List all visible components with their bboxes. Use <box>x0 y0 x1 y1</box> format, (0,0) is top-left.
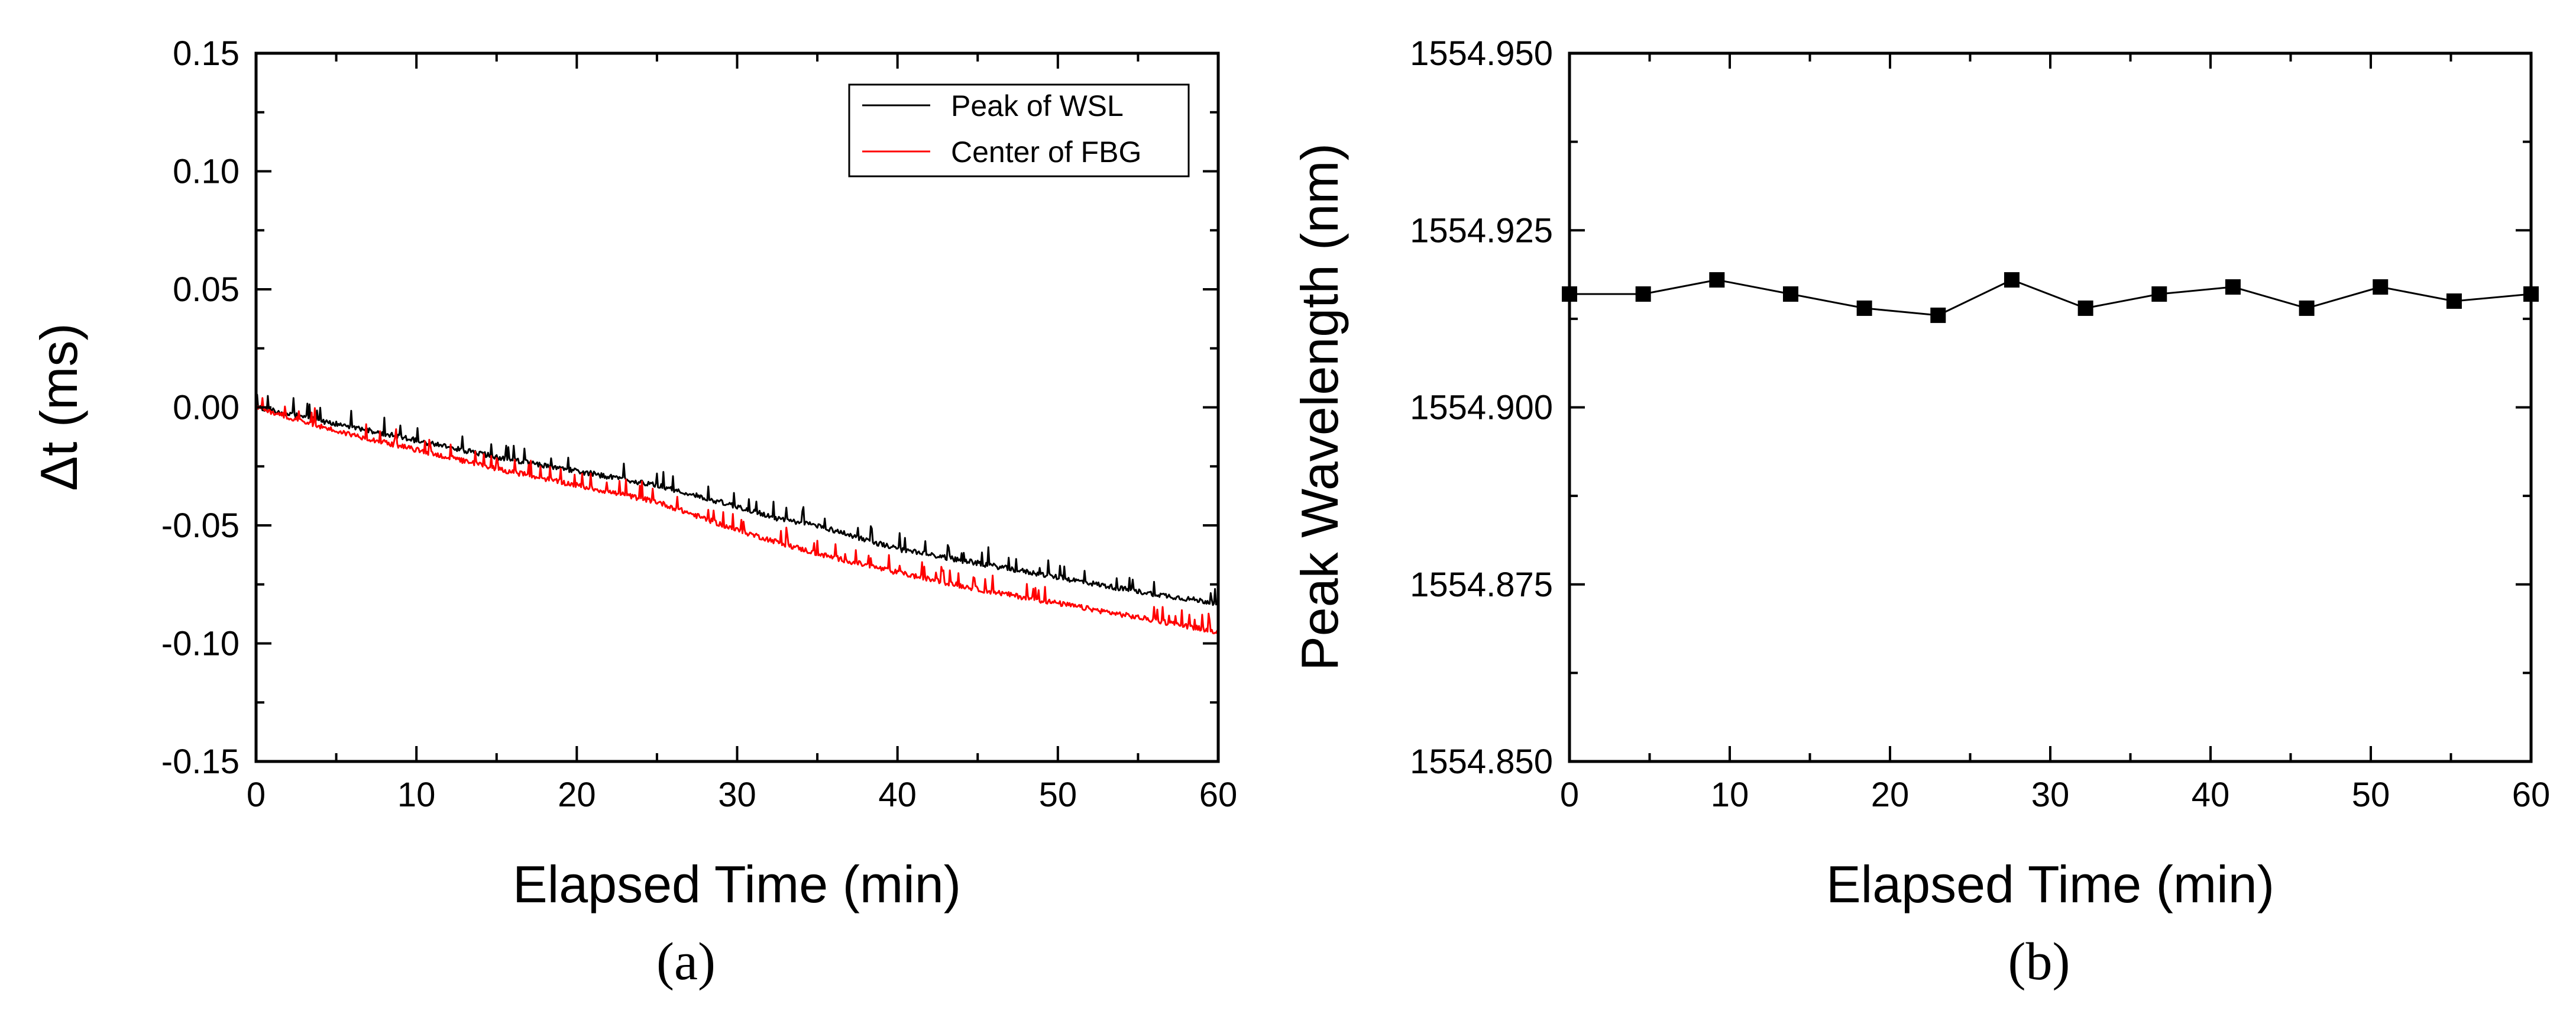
panel-a-x-tick-label: 0 <box>247 776 266 814</box>
panel-a-series-line-0 <box>255 393 1219 606</box>
panel-a-series-line-1 <box>255 397 1219 635</box>
panel-a-legend-label-wsl: Peak of WSL <box>951 89 1124 122</box>
panel-b-plot-frame <box>1568 51 2533 763</box>
panel-b-x-tick-label: 0 <box>1560 776 1579 814</box>
panel-a-label: (a) <box>656 932 716 991</box>
panel-a-y-tick-label: 0.15 <box>173 34 240 73</box>
panel-a-legend: Peak of WSL Center of FBG <box>848 83 1190 177</box>
panel-a-x-tick-label: 60 <box>1199 776 1238 814</box>
panel-a-y-tick-label: -0.10 <box>161 625 240 663</box>
panel-b-y-ticks: 1554.950 1554.925 1554.900 1554.875 1554.850 <box>1410 34 2531 781</box>
panel-b-x-tick-label: 50 <box>2352 776 2390 814</box>
panel-b-y-axis-title: Peak Wavelength (nm) <box>1290 143 1349 671</box>
panel-b-x-tick-label: 30 <box>2031 776 2070 814</box>
panel-b-series-line-0 <box>1569 279 2532 317</box>
panel-a-x-tick-label: 50 <box>1039 776 1077 814</box>
panel-a-x-ticks: 0 10 20 30 40 50 60 <box>247 53 1237 814</box>
panel-b-data-point <box>2446 293 2462 309</box>
panel-b-y-tick-label: 1554.850 <box>1410 743 1553 781</box>
panel-b-x-tick-label: 60 <box>2512 776 2551 814</box>
panel-b-data-point <box>2151 286 2167 302</box>
panel-a-y-tick-label: -0.15 <box>161 743 240 781</box>
panel-b-traces <box>1562 272 2539 323</box>
panel-b-data-point <box>2225 279 2241 295</box>
panel-a-x-tick-label: 40 <box>878 776 917 814</box>
panel-b-label: (b) <box>2008 932 2070 991</box>
panel-b-y-tick-label: 1554.925 <box>1410 211 1553 250</box>
panel-a-x-axis-title: Elapsed Time (min) <box>513 855 961 914</box>
panel-b-x-tick-label: 20 <box>1871 776 1910 814</box>
panel-b-data-point <box>2373 279 2389 295</box>
panel-a-x-tick-label: 20 <box>558 776 596 814</box>
panel-b-x-tick-label: 10 <box>1711 776 1749 814</box>
panel-a-y-tick-label: -0.05 <box>161 506 240 545</box>
panel-b-data-point <box>1930 307 1946 323</box>
panel-b-data-point <box>1782 286 1798 302</box>
panel-a-y-axis-title: Δt (ms) <box>30 323 88 491</box>
panel-b-data-point <box>1856 300 1872 316</box>
panel-b-x-axis-title: Elapsed Time (min) <box>1826 855 2274 914</box>
panel-a-y-tick-label: 0.05 <box>173 270 240 309</box>
panel-b-y-tick-label: 1554.950 <box>1410 34 1553 73</box>
panel-b-y-tick-label: 1554.875 <box>1410 566 1553 604</box>
panel-a-chart: 0 10 20 30 40 50 60 0.15 0.10 0.05 0.00 -0.05 -0.10… <box>30 34 1237 991</box>
panel-b-x-ticks: 0 10 20 30 40 50 60 <box>1560 53 2550 814</box>
panel-a-legend-label-fbg: Center of FBG <box>951 135 1141 169</box>
panel-a-traces <box>255 393 1219 635</box>
panel-b-data-point <box>1709 272 1725 288</box>
panel-b-x-tick-label: 40 <box>2192 776 2230 814</box>
panel-a-y-tick-label: 0.00 <box>173 389 240 427</box>
panel-a-y-ticks: 0.15 0.10 0.05 0.00 -0.05 -0.10 -0.15 <box>161 34 1218 781</box>
panel-b-data-point <box>1635 286 1651 302</box>
panel-a-legend-box <box>848 83 1190 177</box>
panel-a-y-tick-label: 0.10 <box>173 153 240 191</box>
panel-a-x-tick-label: 30 <box>718 776 756 814</box>
panel-b-data-point <box>2077 300 2093 316</box>
panel-b-data-point <box>2299 300 2315 316</box>
panel-b-chart: 0 10 20 30 40 50 60 1554.9501554.9251554.90015… <box>1290 34 2550 991</box>
panel-b-data-point <box>2004 272 2020 288</box>
panel-b-y-tick-label: 1554.900 <box>1410 389 1553 427</box>
panel-a-x-tick-label: 10 <box>397 776 436 814</box>
